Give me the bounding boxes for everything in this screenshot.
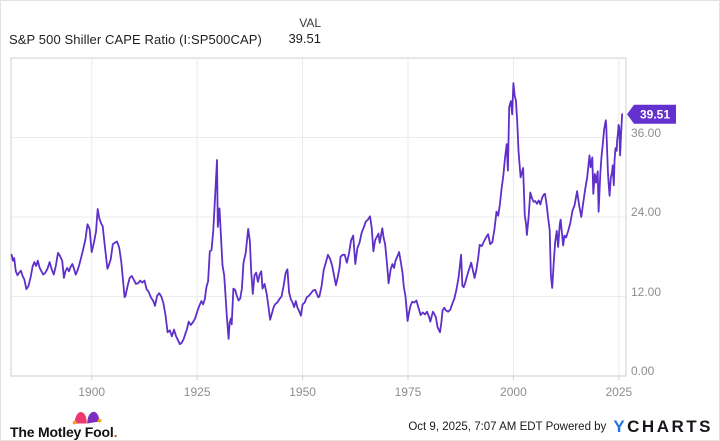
last-value-badge-shape — [627, 104, 676, 124]
val-column-header: VAL — [299, 16, 321, 30]
x-axis-tick-label: 1900 — [78, 385, 106, 399]
y-axis-tick-label: 0.00 — [631, 364, 655, 378]
attribution-bar: Oct 9, 2025, 7:07 AM EDT Powered by YCHA… — [408, 417, 713, 437]
x-axis-tick-label: 1975 — [394, 385, 422, 399]
motley-fool-logo: The Motley Fool. — [10, 424, 117, 440]
last-value-badge-text: 39.51 — [640, 108, 670, 122]
plot-border — [10, 57, 627, 377]
jester-hat-icon — [72, 407, 102, 425]
last-value-badge: 39.51 — [627, 104, 676, 124]
chart-title: S&P 500 Shiller CAPE Ratio (I:SP500CAP) — [9, 32, 262, 47]
motley-fool-period: . — [113, 424, 118, 440]
motley-fool-wordmark: The Motley Fool — [10, 424, 114, 440]
ycharts-logo: YCHARTS — [613, 417, 713, 437]
x-axis-tick-label: 2025 — [605, 385, 633, 399]
timestamp: Oct 9, 2025, 7:07 AM EDT Powered by — [408, 421, 606, 433]
y-axis-tick-label: 12.00 — [631, 284, 662, 299]
x-axis-tick-label: 2000 — [500, 385, 527, 399]
timestamp-text: Oct 9, 2025, 7:07 AM EDT — [408, 421, 543, 433]
x-axis-tick-label: 1950 — [289, 385, 316, 399]
y-axis-tick-label: 24.00 — [631, 205, 662, 219]
powered-by-text: Powered by — [545, 421, 607, 433]
ycharts-wordmark: CHARTS — [627, 417, 713, 436]
val-current-value: 39.51 — [288, 31, 321, 46]
x-axis-tick-label: 1925 — [183, 385, 211, 399]
y-axis-tick-label: 36.00 — [631, 125, 662, 140]
ycharts-y-mark: Y — [613, 417, 628, 436]
cape-ratio-series-line — [10, 82, 623, 346]
